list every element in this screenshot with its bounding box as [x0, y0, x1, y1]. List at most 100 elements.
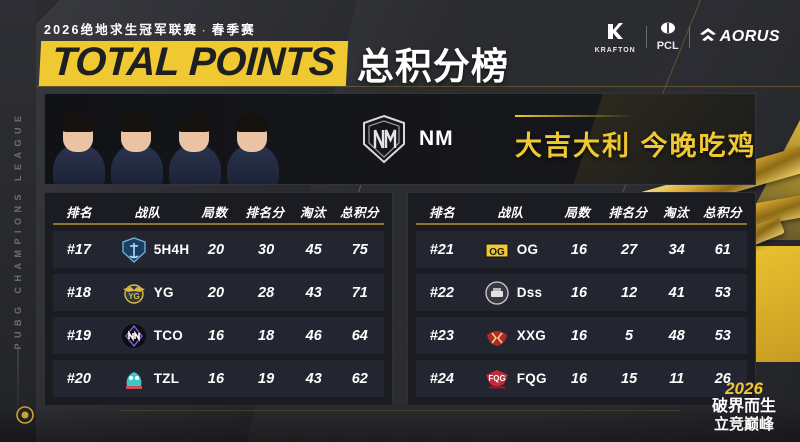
player-photo [47, 96, 109, 184]
cell-matches: 16 [207, 327, 225, 344]
cell-placement: 28 [258, 284, 275, 301]
cell-team: 5H4H [105, 236, 192, 263]
column-header-rank: 排名 [66, 205, 93, 220]
column-header-placement: 排名分 [608, 205, 648, 220]
featured-team-name: NM [419, 127, 454, 150]
player-photo [163, 96, 225, 184]
team-abbr: FQG [516, 371, 547, 386]
cell-total: 53 [714, 327, 731, 344]
column-header-kills: 淘汰 [300, 205, 327, 220]
table-row[interactable]: #21 OG OG 16 27 34 61 [416, 231, 747, 268]
nm-shield-logo-icon [361, 114, 407, 164]
table-row[interactable]: #22 Dss 16 12 41 53 [416, 274, 747, 311]
table-row[interactable]: #19 TCO 16 18 46 64 [53, 317, 384, 354]
team-abbr: Dss [516, 285, 543, 300]
cell-team: YG YG [105, 280, 192, 306]
cell-rank: #17 [66, 241, 91, 258]
sponsor-aorus-label: AORUS [719, 28, 780, 45]
sponsor-aorus: AORUS [699, 28, 780, 46]
table-row[interactable]: #24 FQG FQG 16 15 11 26 [416, 360, 747, 397]
team-abbr: 5H4H [153, 242, 190, 257]
cell-placement: 27 [621, 241, 638, 258]
column-header-kills: 淘汰 [663, 205, 690, 220]
cell-total: 71 [351, 284, 368, 301]
cell-total: 62 [351, 370, 368, 387]
column-header-placement: 排名分 [245, 205, 285, 220]
sponsor-krafton: KRAFTON [595, 21, 636, 54]
sponsor-bar: KRAFTON PCL AORUS [595, 20, 780, 54]
sponsor-pcl-label: PCL [656, 40, 679, 52]
column-header-total: 总积分 [703, 205, 743, 220]
cell-kills: 48 [668, 327, 685, 344]
cell-team: Dss [468, 280, 555, 306]
standings-table-left: 排名 战队 局数 排名分 淘汰 总积分 #17 5H4H 20 30 45 75 [44, 192, 393, 406]
season-badge-line2: 立竞巅峰 [713, 416, 774, 433]
cell-team: TCO [105, 323, 192, 349]
divider-line-top [0, 86, 800, 87]
cell-team: XXG [468, 323, 555, 349]
event-subtitle: 2026绝地求生冠军联赛 · 春季赛 [44, 19, 256, 38]
subtitle-separator-dot: · [202, 26, 208, 37]
season-badge-line1: 破界而生 [711, 398, 776, 415]
cell-kills: 11 [669, 370, 685, 387]
featured-team-banner: NM 大吉大利 今晚吃鸡 [44, 93, 756, 185]
vertical-strip-rule [17, 346, 19, 424]
cell-matches: 16 [570, 327, 588, 344]
cell-rank: #23 [429, 327, 454, 344]
page-title-chinese: 总积分榜 [356, 46, 509, 87]
table-row[interactable]: #23 XXG 16 5 48 53 [416, 317, 747, 354]
cell-rank: #18 [66, 284, 91, 301]
team-logo-5h4h-icon [121, 236, 147, 263]
table-header-row: 排名 战队 局数 排名分 淘汰 总积分 [416, 199, 747, 225]
watermark-emblem-icon [16, 406, 34, 424]
cell-placement: 19 [258, 370, 275, 387]
cell-matches: 16 [207, 370, 225, 387]
page-title: TOTAL POINTS 总积分榜 [38, 36, 509, 90]
event-subtitle-suffix: 春季赛 [211, 23, 256, 37]
cell-placement: 12 [621, 284, 638, 301]
column-header-rank: 排名 [429, 205, 456, 220]
divider-line-bottom [120, 410, 680, 411]
table-row[interactable]: #17 5H4H 20 30 45 75 [53, 231, 384, 268]
cell-matches: 16 [570, 284, 588, 301]
team-logo-dss-icon [484, 280, 510, 306]
cell-rank: #24 [429, 370, 454, 387]
cell-total: 64 [351, 327, 368, 344]
player-photo [105, 96, 167, 184]
cell-team: FQG FQG [468, 366, 555, 392]
cell-kills: 46 [305, 327, 322, 344]
sponsor-divider-2 [688, 26, 690, 48]
cell-rank: #21 [429, 241, 454, 258]
aorus-logo-icon [699, 28, 716, 46]
sponsor-pcl: PCL [657, 22, 679, 52]
cell-placement: 30 [258, 241, 275, 258]
table-row[interactable]: #18 YG YG 20 28 43 71 [53, 274, 384, 311]
pcl-logo-icon [657, 22, 679, 36]
event-subtitle-prefix: 2026绝地求生冠军联赛 [44, 23, 199, 37]
cell-rank: #20 [66, 370, 91, 387]
cell-total: 53 [714, 284, 731, 301]
league-vertical-label: PUBG CHAMPIONS LEAGUE [13, 110, 23, 350]
cell-kills: 34 [668, 241, 685, 258]
season-badge: 2026 破界而生 立竞巅峰 [702, 380, 786, 432]
team-abbr: TZL [153, 371, 180, 386]
column-header-matches: 局数 [564, 205, 591, 220]
table-row[interactable]: #20 TZL 16 19 43 62 [53, 360, 384, 397]
krafton-logo-icon [605, 21, 625, 43]
team-logo-tzl-icon [121, 366, 147, 392]
team-abbr: YG [153, 285, 174, 300]
team-logo-og-icon: OG [484, 237, 510, 263]
cell-rank: #19 [66, 327, 91, 344]
standings-table-right: 排名 战队 局数 排名分 淘汰 总积分 #21 OG OG 16 27 34 6… [407, 192, 756, 406]
page-title-english: TOTAL POINTS [38, 40, 349, 86]
sponsor-divider-1 [645, 26, 647, 48]
bottom-vignette [0, 402, 800, 442]
cell-kills: 41 [668, 284, 685, 301]
team-abbr: OG [516, 242, 539, 257]
column-header-total: 总积分 [340, 205, 380, 220]
sponsor-krafton-label: KRAFTON [594, 46, 636, 54]
team-abbr: XXG [516, 328, 547, 343]
cell-placement: 18 [258, 327, 275, 344]
team-logo-tco-icon [121, 323, 147, 349]
